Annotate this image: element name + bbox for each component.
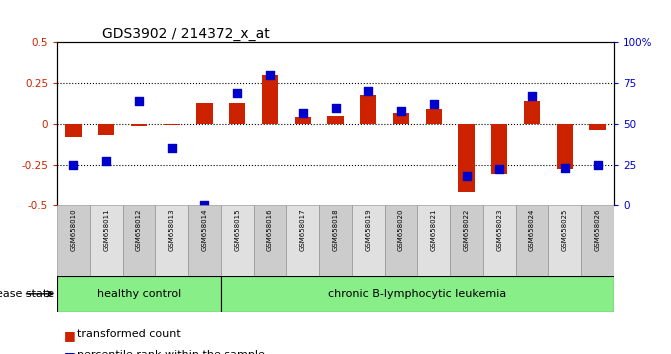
Bar	[57, 205, 90, 276]
Text: GSM658016: GSM658016	[267, 208, 273, 251]
Bar	[98, 124, 114, 135]
Text: percentile rank within the sample: percentile rank within the sample	[77, 350, 265, 354]
Bar	[65, 124, 82, 137]
Text: GSM658023: GSM658023	[497, 208, 503, 251]
Bar	[589, 124, 606, 130]
Text: GSM658024: GSM658024	[529, 208, 535, 251]
Bar	[155, 205, 188, 276]
Bar	[548, 205, 581, 276]
Bar	[229, 103, 246, 124]
Bar	[458, 124, 475, 192]
Bar	[524, 101, 540, 124]
Bar	[197, 103, 213, 124]
Bar	[123, 205, 155, 276]
Bar	[131, 124, 147, 126]
Text: GSM658019: GSM658019	[365, 208, 371, 251]
Text: GSM658015: GSM658015	[234, 208, 240, 251]
Bar	[221, 205, 254, 276]
Text: GSM658011: GSM658011	[103, 208, 109, 251]
Bar	[557, 124, 573, 170]
Point	[297, 110, 308, 115]
Text: GSM658010: GSM658010	[70, 208, 76, 251]
Point	[264, 72, 275, 78]
Point	[527, 93, 537, 99]
Bar	[483, 205, 516, 276]
Text: GSM658020: GSM658020	[398, 208, 404, 251]
Text: GSM658018: GSM658018	[333, 208, 338, 251]
Point	[199, 202, 210, 208]
Bar	[188, 205, 221, 276]
Bar	[393, 113, 409, 124]
Text: GSM658022: GSM658022	[464, 208, 470, 251]
Point	[428, 102, 439, 107]
Point	[494, 167, 505, 172]
Text: GSM658021: GSM658021	[431, 208, 437, 251]
Point	[232, 90, 243, 96]
Bar	[581, 205, 614, 276]
Bar	[90, 205, 123, 276]
Bar	[319, 205, 352, 276]
Bar	[352, 205, 384, 276]
Point	[330, 105, 341, 110]
Text: disease state: disease state	[0, 289, 54, 299]
Point	[101, 159, 111, 164]
Bar	[254, 205, 287, 276]
Bar	[450, 205, 483, 276]
Bar	[327, 116, 344, 124]
Bar	[57, 276, 221, 312]
Bar	[287, 205, 319, 276]
Point	[134, 98, 144, 104]
Point	[396, 108, 407, 114]
Bar	[384, 205, 417, 276]
Bar	[262, 75, 278, 124]
Point	[166, 145, 177, 151]
Text: chronic B-lymphocytic leukemia: chronic B-lymphocytic leukemia	[328, 289, 507, 299]
Bar	[164, 124, 180, 125]
Point	[363, 88, 374, 94]
Bar	[516, 205, 548, 276]
Bar	[221, 276, 614, 312]
Text: GSM658026: GSM658026	[595, 208, 601, 251]
Bar	[360, 95, 376, 124]
Text: GSM658014: GSM658014	[201, 208, 207, 251]
Bar	[425, 109, 442, 124]
Bar	[295, 118, 311, 124]
Point	[68, 162, 79, 167]
Text: GDS3902 / 214372_x_at: GDS3902 / 214372_x_at	[101, 28, 269, 41]
Bar	[417, 205, 450, 276]
Text: GSM658025: GSM658025	[562, 208, 568, 251]
Text: GSM658013: GSM658013	[168, 208, 174, 251]
Point	[461, 173, 472, 179]
Bar	[491, 124, 507, 175]
Text: GSM658012: GSM658012	[136, 208, 142, 251]
Text: transformed count: transformed count	[77, 329, 181, 339]
Point	[560, 165, 570, 171]
Text: ■: ■	[64, 350, 76, 354]
Point	[592, 162, 603, 167]
Text: GSM658017: GSM658017	[300, 208, 306, 251]
Text: healthy control: healthy control	[97, 289, 181, 299]
Text: ■: ■	[64, 329, 76, 342]
